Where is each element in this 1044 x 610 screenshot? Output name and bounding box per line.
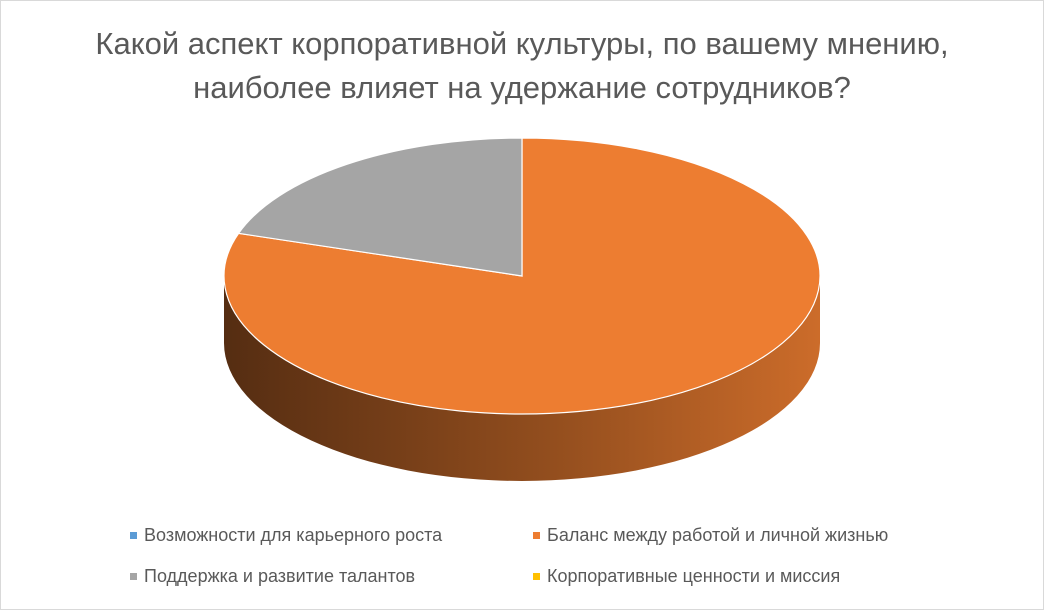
chart-title: Какой аспект корпоративной культуры, по … bbox=[95, 26, 949, 105]
pie-slice-2 bbox=[237, 137, 523, 277]
pie-side-1 bbox=[224, 276, 820, 481]
